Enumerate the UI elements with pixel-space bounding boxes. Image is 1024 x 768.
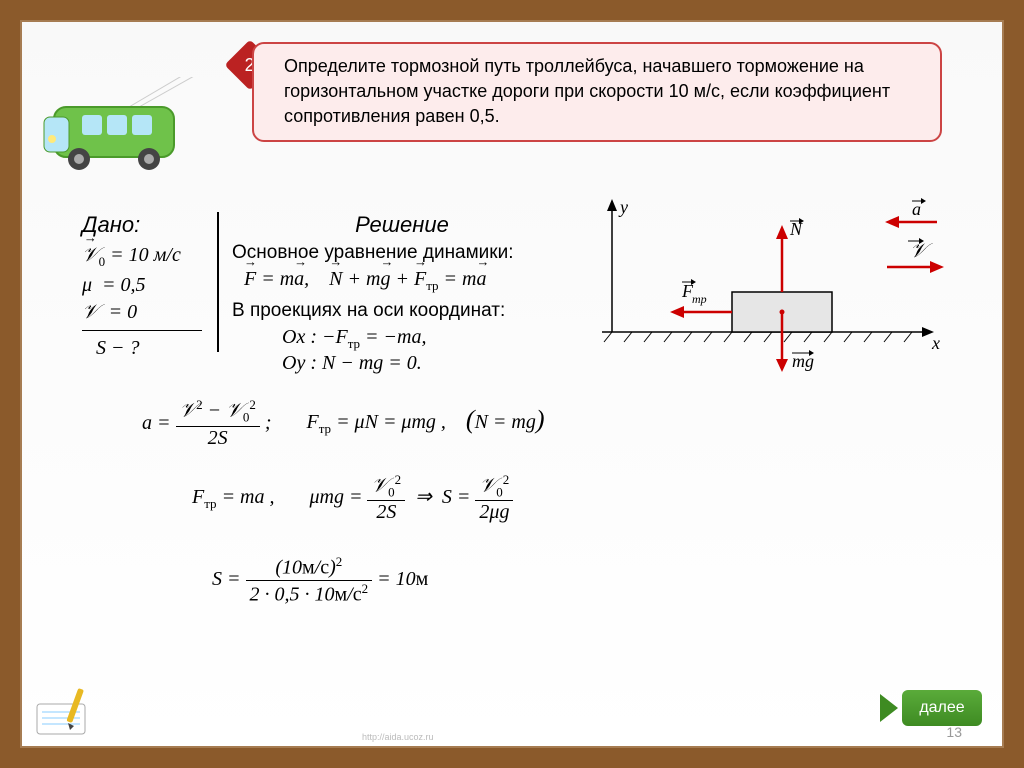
svg-text:x: x (931, 333, 940, 353)
given-v0: 𝒱0 = 10 м/с (82, 244, 232, 270)
given-divider (217, 212, 219, 352)
given-rule (82, 330, 202, 331)
formula-block: a = 𝒱2 − 𝒱022S ; Fтр = μN = μmg , (N = m… (142, 397, 842, 607)
slide-inner: 2 Определите тормозной путь троллейбуса,… (20, 20, 1004, 748)
solution-line2: В проекциях на оси координат: (232, 300, 572, 322)
slide-frame: 2 Определите тормозной путь троллейбуса,… (0, 0, 1024, 768)
solution-line1: Основное уравнение динамики: (232, 242, 572, 264)
page-number: 13 (946, 724, 962, 740)
given-find: S − ? (96, 337, 232, 360)
free-body-diagram: y x (572, 197, 952, 377)
problem-statement: Определите тормозной путь троллейбуса, н… (252, 42, 942, 142)
svg-text:a: a (912, 199, 921, 219)
solution-eq1: F = ma, N + mg + Fтр = ma (244, 268, 572, 294)
formula-row2: Fтр = ma , μmg = 𝒱022S ⇒ S = 𝒱022μg (192, 472, 842, 525)
svg-text:y: y (618, 197, 628, 217)
solution-eq2b: Oy : N − mg = 0. (282, 352, 572, 375)
given-block: Дано: 𝒱0 = 10 м/с μ = 0,5 𝒱 = 0 S − ? (82, 212, 232, 364)
given-title: Дано: (82, 212, 232, 238)
formula-row1: a = 𝒱2 − 𝒱022S ; Fтр = μN = μmg , (N = m… (142, 397, 842, 450)
next-arrow-icon (878, 690, 900, 726)
notebook-icon (32, 686, 112, 736)
solution-block: Решение Основное уравнение динамики: F =… (232, 212, 572, 375)
footer-url: http://aida.ucoz.ru (362, 732, 434, 742)
problem-text: Определите тормозной путь троллейбуса, н… (284, 56, 890, 126)
trolley-icon (34, 77, 214, 177)
formula-result: S = (10м/с)22 · 0,5 · 10м/с2 = 10м (212, 554, 842, 606)
given-mu: μ = 0,5 (82, 274, 232, 297)
next-button-label: далее (919, 699, 964, 717)
given-v: 𝒱 = 0 (82, 301, 232, 324)
solution-eq2a: Ox : −Fтр = −ma, (282, 326, 572, 352)
svg-text:𝒱: 𝒱 (910, 240, 933, 262)
next-button[interactable]: далее (902, 690, 982, 726)
svg-text:тр: тр (692, 292, 707, 306)
solution-title: Решение (232, 212, 572, 238)
